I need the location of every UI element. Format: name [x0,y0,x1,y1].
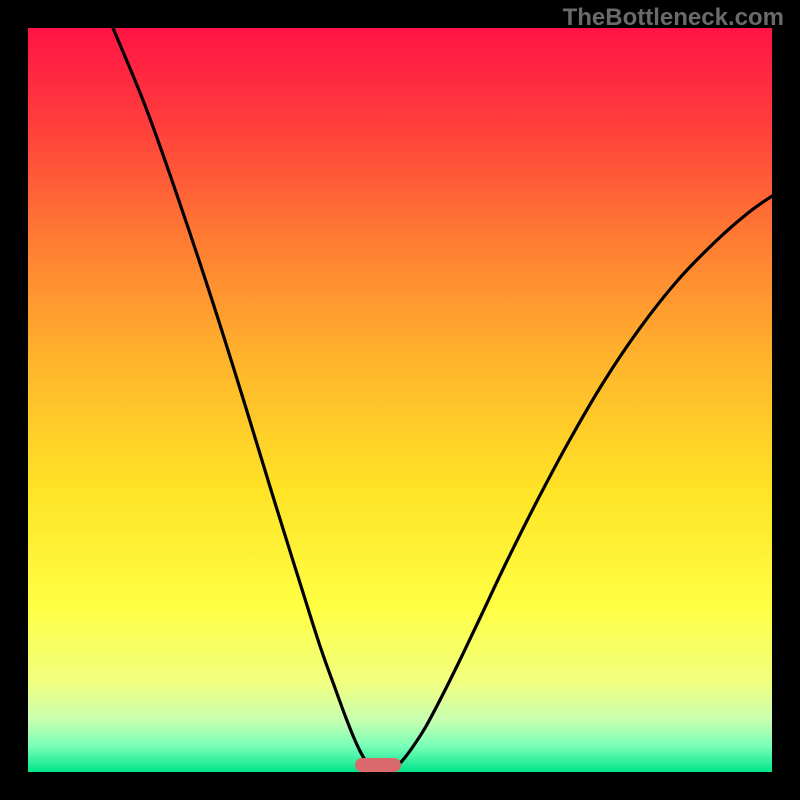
chart-container: TheBottleneck.com [0,0,800,800]
watermark-text: TheBottleneck.com [563,4,784,32]
plot-area [28,28,772,772]
bottleneck-curve [28,28,772,772]
optimal-marker [355,758,401,772]
